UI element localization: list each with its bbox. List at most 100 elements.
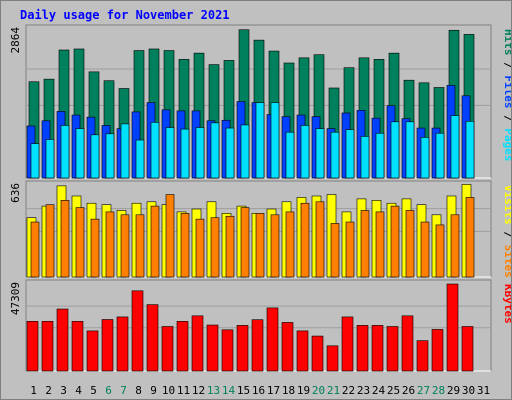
y-max-label: 47309 [9, 282, 22, 315]
day-label: 23 [357, 384, 370, 397]
day-label: 2 [45, 384, 52, 397]
pages-bar [315, 128, 325, 179]
chart-panels: 2864 Hits / Files / Pages 636 Visits / Site… [9, 24, 511, 372]
y-max-label: 636 [9, 183, 22, 203]
sites-bar [120, 214, 130, 278]
kbytes-bar [266, 307, 279, 372]
pages-bar [195, 127, 205, 179]
kbytes-bar [431, 329, 444, 372]
sites-bar [30, 221, 40, 278]
sites-bar [465, 197, 475, 278]
pages-bar [405, 121, 415, 179]
sites-bar [135, 214, 145, 278]
day-label: 13 [207, 384, 220, 397]
day-label: 30 [462, 384, 475, 397]
kbytes-bar [86, 330, 99, 372]
kbytes-bar [71, 321, 84, 372]
kbytes-bar [401, 315, 414, 372]
legend: KBytes [502, 284, 511, 324]
kbytes-bar [131, 290, 144, 372]
day-label: 18 [282, 384, 295, 397]
sites-bar [315, 201, 325, 278]
day-label: 22 [342, 384, 355, 397]
kbytes-bar [446, 283, 459, 372]
sites-bar [435, 224, 445, 278]
chart-title: Daily usage for November 2021 [20, 8, 230, 22]
kbytes-bar [191, 315, 204, 372]
kbytes-bar [311, 335, 324, 372]
pages-bar [375, 132, 385, 179]
sites-bar [225, 215, 235, 278]
kbytes-bar [221, 329, 234, 372]
sites-bar [150, 205, 160, 278]
sites-bar [330, 223, 340, 278]
pages-bar [120, 123, 130, 179]
kbytes-bar [461, 326, 474, 372]
kbytes-bar [206, 324, 219, 372]
pages-bar [150, 122, 160, 179]
kbytes-bar [416, 340, 429, 372]
pages-bar [420, 137, 430, 179]
kbytes-bar [341, 316, 354, 372]
pages-bar [465, 120, 475, 179]
kbytes-bar [236, 325, 249, 372]
day-label: 7 [120, 384, 127, 397]
sites-bar [195, 218, 205, 278]
day-label: 6 [105, 384, 112, 397]
day-label: 19 [297, 384, 310, 397]
panel-kbytes: 47309 KBytes [9, 279, 511, 372]
pages-bar [225, 127, 235, 179]
sites-bar [255, 213, 265, 278]
day-label: 10 [162, 384, 175, 397]
kbytes-bar [386, 326, 399, 372]
panel-hits-files-pages: 2864 Hits / Files / Pages [9, 24, 511, 179]
legend-sites: Sites [502, 245, 511, 278]
day-label: 21 [327, 384, 340, 397]
panel-visits-sites: 636 Visits / Sites [9, 180, 511, 278]
legend-separator: / [502, 109, 511, 129]
sites-bar [285, 211, 295, 278]
pages-bar [210, 122, 220, 179]
day-label: 1 [30, 384, 37, 397]
sites-bar [105, 211, 115, 278]
legend-hits: Hits [502, 29, 511, 56]
pages-bar [105, 133, 115, 179]
legend: Hits / Files / Pages [502, 29, 511, 162]
kbytes-bar [146, 304, 159, 372]
pages-bar [450, 115, 460, 179]
legend-separator: / [502, 56, 511, 76]
kbytes-bar [326, 345, 339, 372]
kbytes-bar [176, 321, 189, 372]
sites-bar [75, 207, 85, 278]
legend-kbytes: KBytes [502, 284, 511, 324]
pages-bar [300, 125, 310, 179]
day-label: 25 [387, 384, 400, 397]
kbytes-bar [101, 319, 114, 372]
pages-bar [90, 134, 100, 179]
sites-bar [300, 202, 310, 278]
legend-pages: Pages [502, 128, 511, 161]
kbytes-bar [356, 325, 369, 372]
sites-bar [165, 194, 175, 278]
day-label: 29 [447, 384, 460, 397]
day-label: 5 [90, 384, 97, 397]
day-label: 28 [432, 384, 445, 397]
legend-files: Files [502, 75, 511, 108]
day-labels: 1 2 3 4 5 6 7 8 9 10 11 12 13 14 15 16 17 18 19 20 21 22 23 24 2… [30, 384, 490, 397]
pages-bar [255, 102, 265, 179]
day-label: 9 [150, 384, 157, 397]
sites-bar [420, 221, 430, 278]
sites-bar [375, 211, 385, 278]
kbytes-bar [26, 321, 39, 372]
day-label: 11 [177, 384, 190, 397]
pages-bar [180, 128, 190, 179]
pages-bar [75, 128, 85, 179]
sites-bar [45, 204, 55, 278]
pages-bar [390, 121, 400, 179]
pages-bar [240, 124, 250, 179]
kbytes-bar [56, 308, 69, 372]
kbytes-bar [161, 326, 174, 372]
sites-bar [240, 207, 250, 278]
